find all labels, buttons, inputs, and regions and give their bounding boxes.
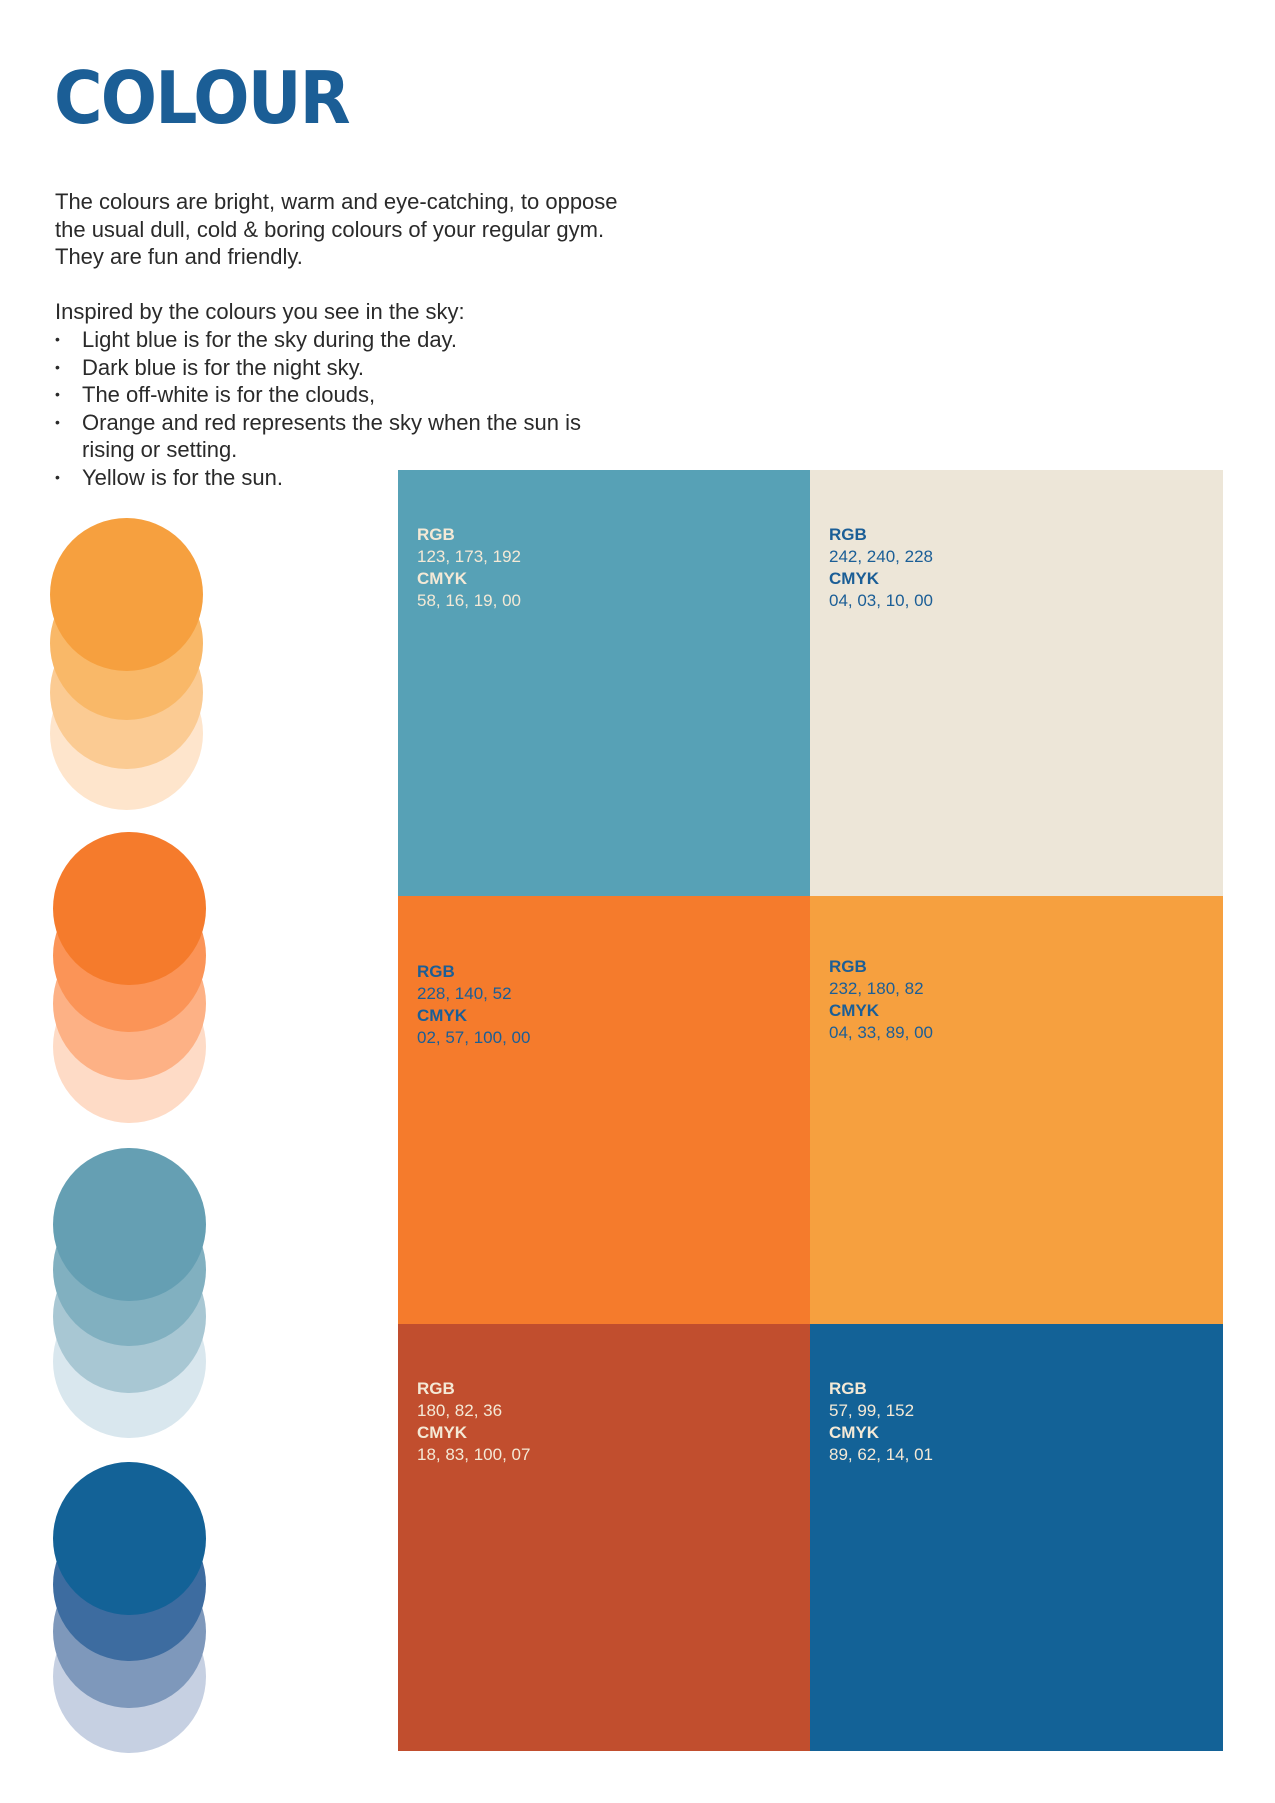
list-item: Orange and red represents the sky when t…: [55, 409, 625, 464]
rgb-label: RGB: [829, 1379, 867, 1398]
rgb-value: 57, 99, 152: [829, 1401, 915, 1420]
cmyk-value: 04, 33, 89, 00: [829, 1023, 933, 1042]
intro-paragraph: The colours are bright, warm and eye-cat…: [55, 189, 618, 269]
swatch-red: RGB 180, 82, 36 CMYK 18, 83, 100, 07: [398, 1324, 810, 1751]
cmyk-label: CMYK: [829, 1001, 880, 1020]
cmyk-label: CMYK: [417, 1423, 468, 1442]
tint-circle-light-blue-1: [53, 1148, 206, 1301]
rgb-label: RGB: [417, 962, 455, 981]
inspiration-list: Light blue is for the sky during the day…: [55, 326, 625, 491]
swatch-yellow: RGB 232, 180, 82 CMYK 04, 33, 89, 00: [810, 896, 1223, 1324]
cmyk-label: CMYK: [417, 569, 468, 588]
list-item: Light blue is for the sky during the day…: [55, 326, 625, 354]
tint-circle-yellow-1: [50, 518, 203, 671]
cmyk-value: 58, 16, 19, 00: [417, 591, 521, 610]
swatch-orange: RGB 228, 140, 52 CMYK 02, 57, 100, 00: [398, 896, 810, 1324]
swatch-off-white: RGB 242, 240, 228 CMYK 04, 03, 10, 00: [810, 470, 1223, 896]
swatch-light-blue: RGB 123, 173, 192 CMYK 58, 16, 19, 00: [398, 470, 810, 896]
cmyk-value: 89, 62, 14, 01: [829, 1445, 933, 1464]
tint-circle-dark-blue-1: [53, 1462, 206, 1615]
cmyk-label: CMYK: [829, 1423, 880, 1442]
rgb-value: 232, 180, 82: [829, 979, 924, 998]
cmyk-label: CMYK: [829, 569, 880, 588]
tint-circle-orange-1: [53, 832, 206, 985]
list-item: Yellow is for the sun.: [55, 464, 625, 492]
page-title: COLOUR: [54, 56, 351, 140]
rgb-label: RGB: [417, 525, 455, 544]
list-item: Dark blue is for the night sky.: [55, 354, 625, 382]
rgb-label: RGB: [829, 525, 867, 544]
rgb-value: 228, 140, 52: [417, 984, 512, 1003]
inspiration-heading: Inspired by the colours you see in the s…: [55, 299, 465, 324]
rgb-label: RGB: [417, 1379, 455, 1398]
list-item: The off-white is for the clouds,: [55, 381, 625, 409]
rgb-value: 123, 173, 192: [417, 547, 521, 566]
rgb-value: 180, 82, 36: [417, 1401, 503, 1420]
rgb-value: 242, 240, 228: [829, 547, 933, 566]
swatch-dark-blue: RGB 57, 99, 152 CMYK 89, 62, 14, 01: [810, 1324, 1223, 1751]
cmyk-label: CMYK: [417, 1006, 468, 1025]
swatch-grid: RGB 123, 173, 192 CMYK 58, 16, 19, 00 RG…: [398, 470, 1223, 1751]
cmyk-value: 04, 03, 10, 00: [829, 591, 933, 610]
cmyk-value: 18, 83, 100, 07: [417, 1445, 531, 1464]
rgb-label: RGB: [829, 957, 867, 976]
cmyk-value: 02, 57, 100, 00: [417, 1028, 531, 1047]
